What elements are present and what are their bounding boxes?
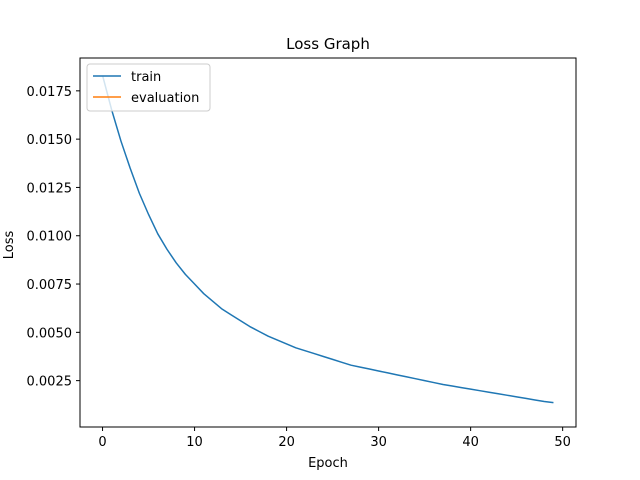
- x-tick-label: 40: [462, 435, 479, 450]
- y-tick-label: 0.0050: [27, 326, 73, 341]
- y-tick-label: 0.0150: [27, 133, 73, 148]
- x-tick-label: 50: [554, 435, 571, 450]
- x-tick-label: 30: [370, 435, 387, 450]
- plot-frame: [79, 57, 577, 428]
- legend-label-evaluation: evaluation: [131, 91, 199, 106]
- y-tick-label: 0.0175: [27, 85, 73, 100]
- y-axis-title: Loss: [2, 231, 17, 260]
- x-tick-label: 20: [278, 435, 295, 450]
- legend-label-train: train: [131, 70, 161, 85]
- legend: train evaluation: [86, 63, 211, 112]
- x-tick-label: 10: [186, 435, 203, 450]
- y-tick-label: 0.0075: [27, 278, 73, 293]
- x-tick-label: 0: [98, 435, 106, 450]
- y-tick-label: 0.0025: [27, 375, 73, 390]
- axes: 0 10 20 30 40 50 0.0025 0.0050 0.0075 0.0100 0.012…: [27, 57, 577, 450]
- series-line-train: [101, 75, 554, 404]
- chart-title: Loss Graph: [286, 35, 370, 53]
- plot-area: [101, 75, 554, 404]
- y-tick-label: 0.0125: [27, 181, 73, 196]
- y-tick-label: 0.0100: [27, 230, 73, 245]
- x-axis-title: Epoch: [308, 456, 348, 471]
